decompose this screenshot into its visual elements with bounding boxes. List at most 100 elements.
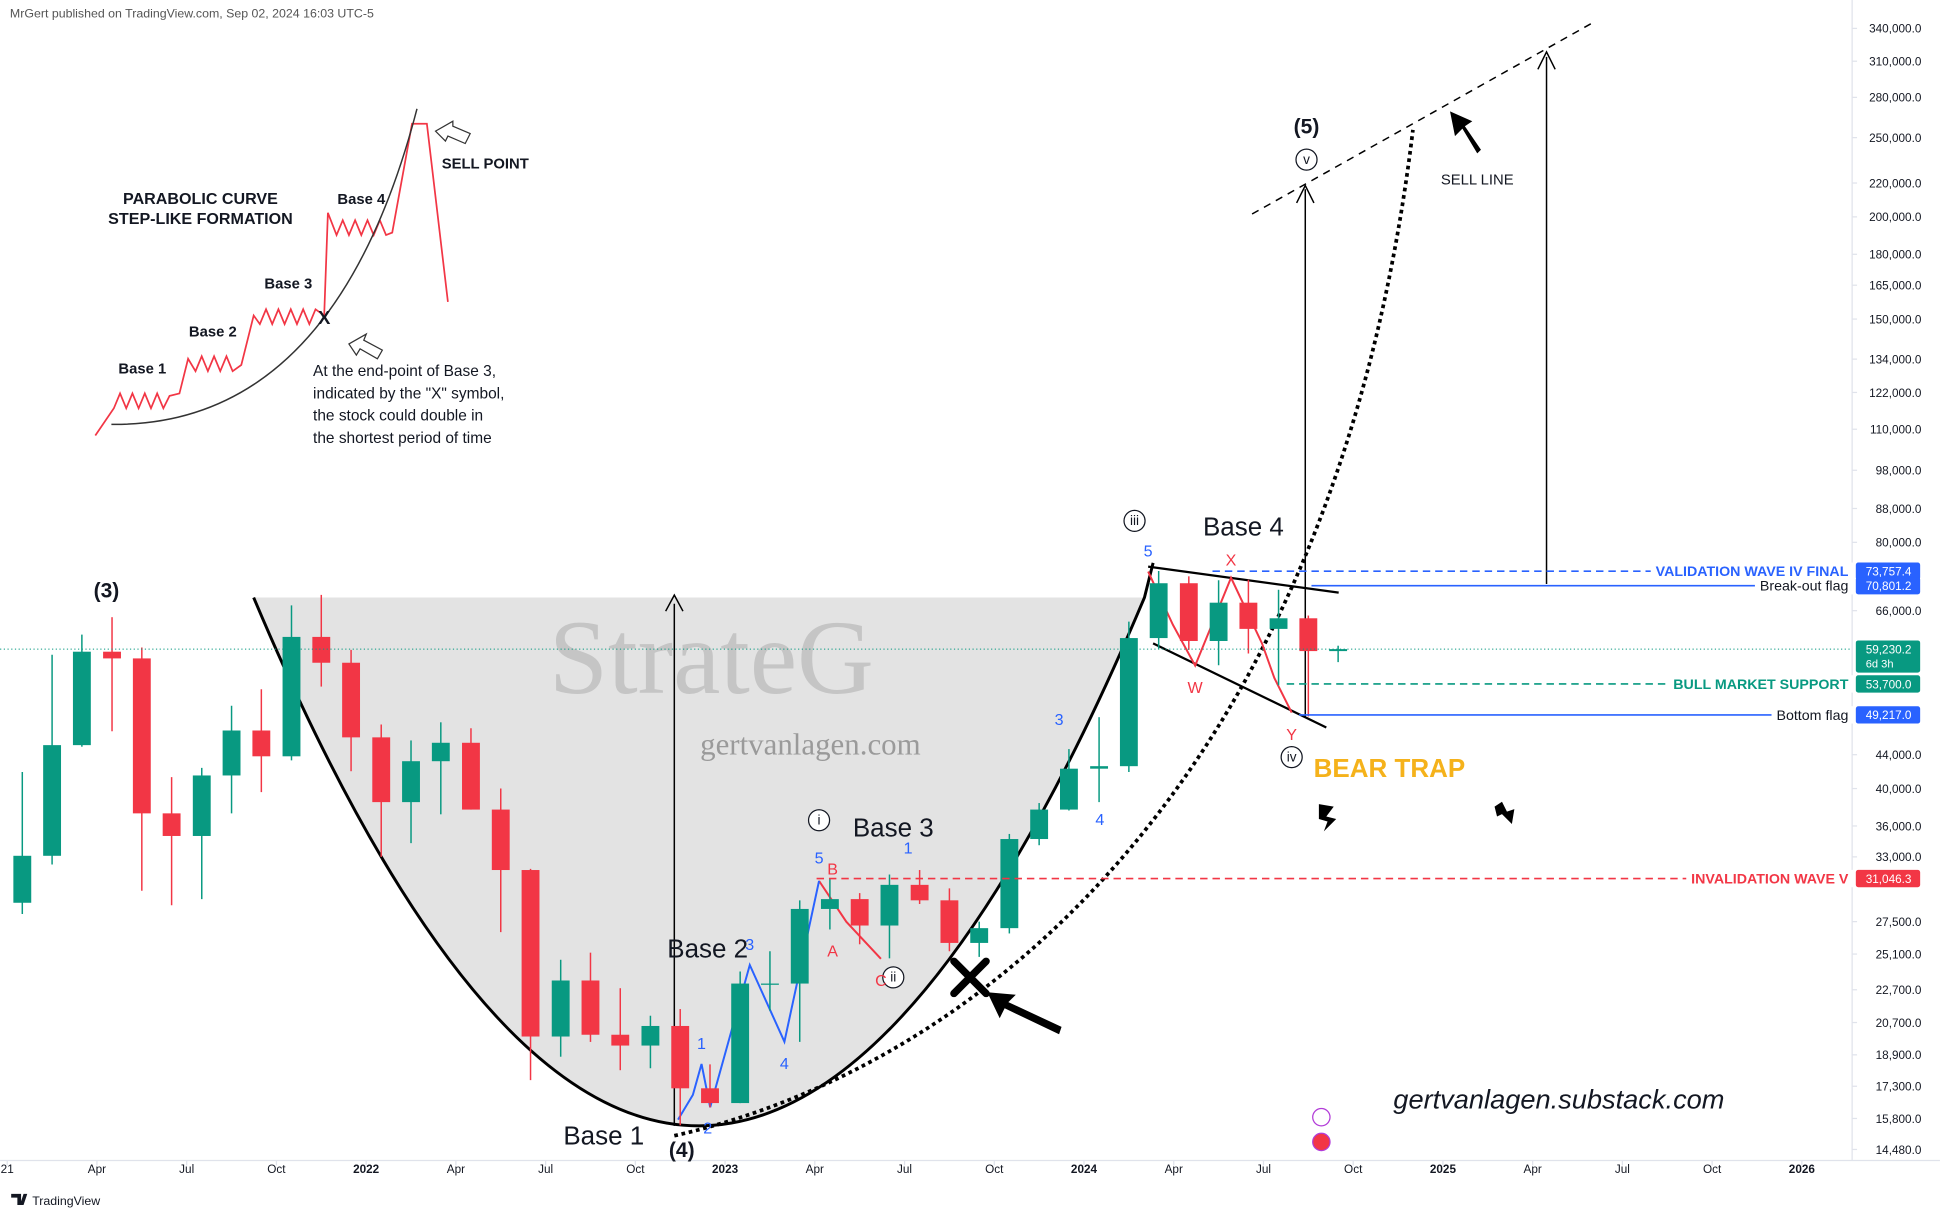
candle-body <box>1239 602 1258 629</box>
candle-body <box>72 651 91 746</box>
y-tick-label: 310,000.0 <box>1869 56 1922 69</box>
wave-label: A <box>827 942 838 960</box>
x-tick-label: Apr <box>1165 1163 1183 1176</box>
candle-body <box>581 980 600 1035</box>
wave-label: B <box>827 861 838 879</box>
price-tag <box>1855 675 1921 693</box>
candle-body <box>1329 649 1348 652</box>
candle-body <box>820 899 839 909</box>
wave-label: 3 <box>745 936 754 954</box>
y-tick-label: 134,000.0 <box>1869 353 1922 366</box>
base-label: Base 3 <box>853 812 934 842</box>
wave-label: iii <box>1130 513 1139 528</box>
y-tick-label: 280,000.0 <box>1869 92 1922 105</box>
base-label: Base 1 <box>563 1120 644 1150</box>
candle-body <box>162 813 181 836</box>
wave-circle <box>1295 148 1318 171</box>
price-tag-label: 31,046.3 <box>1866 873 1912 886</box>
footer: TradingView <box>32 1194 100 1208</box>
wave-label: Y <box>1286 726 1297 744</box>
level-name: BULL MARKET SUPPORT <box>1673 677 1848 693</box>
y-tick-label: 110,000.0 <box>1870 424 1922 437</box>
wave-circle <box>1123 509 1146 532</box>
price-tag <box>1855 869 1921 888</box>
price-tag-label: 70,801.2 <box>1866 580 1912 593</box>
sell-line <box>1251 21 1594 215</box>
x-tick-label: Jul <box>897 1163 912 1176</box>
watermark: StrateG <box>549 599 874 717</box>
x-tick-label: Apr <box>1524 1163 1542 1176</box>
wave-label: C <box>875 972 887 990</box>
candle-body <box>641 1025 660 1046</box>
candle-body <box>1149 583 1168 639</box>
candle-body <box>103 651 121 659</box>
price-tag <box>1855 577 1921 595</box>
level-name-bg <box>1686 869 1854 888</box>
x-tick-label: Jul <box>1615 1163 1630 1176</box>
wave-label: 2 <box>703 1119 712 1137</box>
level-name: INVALIDATION WAVE V <box>1691 871 1849 887</box>
arrow-head <box>664 593 684 612</box>
candle-body <box>880 884 899 926</box>
candle-body <box>1119 638 1138 767</box>
y-tick-label: 20,700.0 <box>1876 1017 1922 1030</box>
candle-body <box>551 980 570 1037</box>
footer-bg <box>0 1181 1940 1219</box>
footer-logo <box>11 1193 28 1206</box>
inset-curve <box>111 108 418 426</box>
y-tick-label: 150,000.0 <box>1869 313 1922 326</box>
level-name-bg <box>1650 562 1854 580</box>
inset-base: Base 3 <box>264 276 312 292</box>
candle-body <box>701 1088 719 1104</box>
dotted-curve <box>673 129 1415 1138</box>
candle-body <box>1000 839 1019 929</box>
inset-marker: X <box>318 307 331 328</box>
candle-body <box>372 737 391 803</box>
icon <box>1312 1132 1331 1152</box>
x-tick-label: Oct <box>267 1163 286 1176</box>
annotations: 59,230.2 6d 3h VALIDATION WAVE IV FINAL 73,… <box>0 116 1921 1162</box>
wave-path-red <box>1147 571 1293 714</box>
base-label: Base 4 <box>1203 512 1284 542</box>
wave-label: 5 <box>815 850 824 868</box>
price-tag <box>1855 706 1921 724</box>
candle-body <box>252 730 271 757</box>
candle-body <box>222 730 241 776</box>
x-tick-label: Jul <box>538 1163 553 1176</box>
level-name-bg <box>1754 577 1854 595</box>
level-name: Break-out flag <box>1760 579 1849 595</box>
inset-sell-point: SELL POINT <box>442 156 529 172</box>
candle-body <box>491 809 510 871</box>
wave-label: iv <box>1287 749 1297 764</box>
candle-body <box>611 1034 630 1046</box>
candle-body <box>13 855 32 903</box>
x-tick-label: 2025 <box>1430 1163 1457 1176</box>
level-name: VALIDATION WAVE IV FINAL <box>1656 564 1849 580</box>
y-tick-label: 180,000.0 <box>1869 249 1922 262</box>
arrow-head <box>1295 183 1315 204</box>
candle-body <box>462 742 480 810</box>
y-tick-label: 200,000.0 <box>1869 211 1922 224</box>
x-tick-label: Oct <box>1344 1163 1363 1176</box>
candles <box>13 570 1348 1126</box>
wave-label: 5 <box>1144 543 1153 561</box>
x-tick-label: Jul <box>1256 1163 1271 1176</box>
wave-label: (3) <box>94 580 120 603</box>
y-tick-label: 98,000.0 <box>1876 465 1922 478</box>
inset-caption: At the end-point of Base 3, <box>313 363 496 380</box>
candle-body <box>43 745 62 856</box>
y-tick-label: 14,480.0 <box>1876 1144 1922 1157</box>
arrow-head <box>1537 50 1556 70</box>
flag-top <box>1148 565 1339 594</box>
y-tick-label: 122,000.0 <box>1869 387 1922 400</box>
inset: PARABOLIC CURVE STEP-LIKE FORMATION SELL P… <box>94 108 529 447</box>
candle-body <box>1030 809 1049 840</box>
sell-line-label: SELL LINE <box>1441 172 1514 188</box>
price-tag-label: 49,217.0 <box>1866 709 1912 722</box>
candle-body <box>731 983 750 1104</box>
y-tick-label: 33,000.0 <box>1876 851 1922 864</box>
y-tick-label: 80,000.0 <box>1876 537 1922 550</box>
wave-label: v <box>1303 152 1310 167</box>
inset-arrow <box>434 120 472 145</box>
